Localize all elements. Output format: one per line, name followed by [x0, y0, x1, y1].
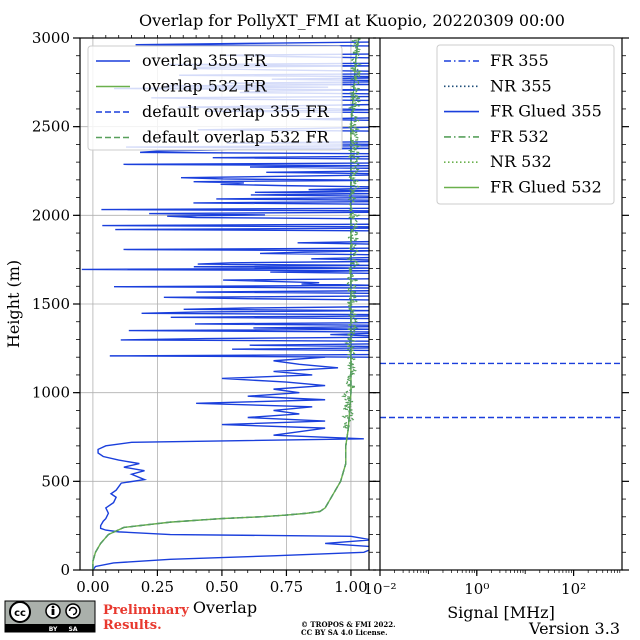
- overlap-x-tick-label: 1.00: [334, 578, 367, 596]
- signal-legend-label: NR 532: [490, 152, 552, 171]
- overlap-series-line: [92, 356, 369, 570]
- overlap-y-tick-label: 0: [60, 561, 70, 579]
- cc-license-logo: cc BY SA: [4, 600, 96, 633]
- signal-legend: FR 355 NR 355 FR Glued 355 FR 532 NR 532 FR G…: [436, 44, 615, 205]
- chart-title: Overlap for PollyXT_FMI at Kuopio, 20220…: [139, 11, 565, 30]
- overlap-y-tick-label: 500: [41, 472, 70, 490]
- signal-legend-box: [436, 44, 615, 205]
- signal-series: [380, 362, 622, 419]
- signal-legend-label: FR Glued 532: [490, 178, 602, 197]
- overlap-legend: overlap 355 FR overlap 532 FR default over…: [87, 45, 343, 151]
- version-label: Version 3.3: [528, 619, 620, 638]
- overlap-x-tick-label: 0.00: [76, 578, 109, 596]
- overlap-y-tick-label: 1000: [32, 384, 70, 402]
- overlap-legend-label: default overlap 355 FR: [142, 102, 330, 121]
- credit-line1: © TROPOS & FMI 2022.: [301, 620, 396, 629]
- signal-legend-label: FR Glued 355: [490, 102, 602, 121]
- overlap-y-tick-label: 3000: [32, 29, 70, 47]
- overlap-x-tick-label: 0.25: [141, 578, 174, 596]
- overlap-legend-label: overlap 355 FR: [142, 51, 268, 70]
- signal-x-tick-label: 10²: [561, 580, 586, 598]
- signal-x-tick-label: 10⁰: [464, 580, 489, 598]
- overlap-x-axis-label: Overlap: [193, 598, 257, 617]
- preliminary-label-line2: Results.: [103, 618, 162, 633]
- cc-sa-text: SA: [69, 626, 78, 633]
- overlap-x-tick-label: 0.75: [270, 578, 303, 596]
- signal-legend-label: FR 532: [490, 127, 549, 146]
- cc-logo-text: cc: [14, 608, 26, 619]
- preliminary-label-line1: Preliminary: [103, 603, 189, 618]
- overlap-ticks: 0.00 0.25 0.50 0.75 1.00 0 500 1000 1500 2000 2500…: [32, 29, 376, 596]
- signal-x-tick-label: 10⁻²: [363, 580, 396, 598]
- overlap-legend-box: [87, 45, 343, 151]
- overlap-y-tick-label: 2000: [32, 206, 70, 224]
- signal-x-axis-label: Signal [MHz]: [447, 603, 555, 622]
- footer: cc BY SA Preliminary Results. © TROPOS &…: [4, 600, 620, 638]
- overlap-x-tick-label: 0.50: [205, 578, 238, 596]
- signal-legend-label: FR 355: [490, 51, 549, 70]
- signal-ticks: 10⁻² 10⁰ 10²: [363, 37, 629, 598]
- overlap-legend-label: default overlap 532 FR: [142, 128, 330, 147]
- signal-legend-label: NR 355: [490, 76, 552, 95]
- overlap-y-tick-label: 1500: [32, 295, 70, 313]
- signal-panel: 10⁻² 10⁰ 10² FR 355 NR 355 FR Glued 355 FR 53…: [363, 37, 629, 622]
- credit-line2: CC BY SA 4.0 License.: [301, 628, 388, 637]
- overlap-panel: 0.00 0.25 0.50 0.75 1.00 0 500 1000 1500 2000 2500…: [32, 29, 376, 617]
- overlap-legend-label: overlap 532 FR: [142, 77, 268, 96]
- cc-by-text: BY: [49, 626, 58, 633]
- y-axis-label: Height (m): [4, 260, 23, 348]
- overlap-y-tick-label: 2500: [32, 118, 70, 136]
- overlap-532-fr-noise: [341, 38, 363, 429]
